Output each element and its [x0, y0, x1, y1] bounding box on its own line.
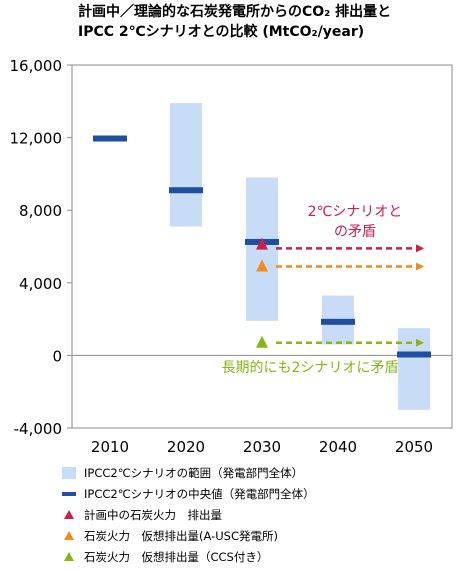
plot-frame — [71, 64, 453, 429]
legend-planned-triangle-icon — [64, 510, 74, 519]
median-mark — [397, 351, 431, 358]
chart-svg: 16,000 12,000 8,000 4,000 0 -4,000 2010 2020 203… — [10, 57, 453, 456]
x-tick-label: 2050 — [395, 438, 433, 456]
x-tick-label: 2040 — [319, 438, 357, 456]
y-tick-label: -4,000 — [14, 420, 62, 438]
triangle-marker — [256, 335, 268, 348]
range-bar — [170, 103, 202, 227]
legend-range-label: IPCC2℃シナリオの範囲（発電部門全体） — [84, 466, 304, 480]
range-bar — [398, 328, 430, 410]
y-tick-label: 0 — [52, 347, 62, 365]
chart-title-line-1: 計画中／理論的な石炭発電所からのCO₂ 排出量と — [78, 4, 392, 20]
annotation-text: 長期的にも2シナリオに矛盾 — [222, 360, 399, 376]
y-tick-label: 8,000 — [19, 202, 62, 220]
y-tick-label: 12,000 — [10, 130, 63, 148]
legend-median-label: IPCC2℃シナリオの中央値（発電部門全体） — [84, 487, 315, 501]
triangle-marker — [256, 237, 268, 250]
legend-ccs-label: 石炭火力 仮想排出量（CCS付き） — [84, 550, 269, 564]
legend-planned-label: 計画中の石炭火力 排出量 — [84, 508, 222, 522]
median-mark — [321, 318, 355, 325]
chart-title: 計画中／理論的な石炭発電所からのCO₂ 排出量と IPCC 2℃シナリオとの比較… — [78, 2, 468, 42]
legend-ausc-label: 石炭火力 仮想排出量(A-USC発電所) — [84, 529, 278, 543]
legend-ausc-triangle-icon — [64, 531, 74, 540]
median-mark — [93, 135, 127, 142]
median-mark — [169, 187, 203, 194]
triangle-marker — [256, 259, 268, 272]
x-tick-label: 2030 — [243, 438, 281, 456]
legend-ccs-triangle-icon — [64, 552, 74, 561]
legend-range-swatch — [62, 467, 76, 479]
annotation-text: 2℃シナリオと — [308, 204, 403, 220]
x-tick-label: 2020 — [167, 438, 205, 456]
legend-median-swatch — [62, 492, 76, 496]
y-tick-label: 4,000 — [19, 275, 62, 293]
y-tick-label: 16,000 — [10, 57, 63, 75]
x-tick-label: 2010 — [91, 438, 129, 456]
annotation-text: の矛盾 — [334, 224, 376, 240]
chart-title-line-2: IPCC 2℃シナリオとの比較 (MtCO₂/year) — [78, 24, 365, 40]
